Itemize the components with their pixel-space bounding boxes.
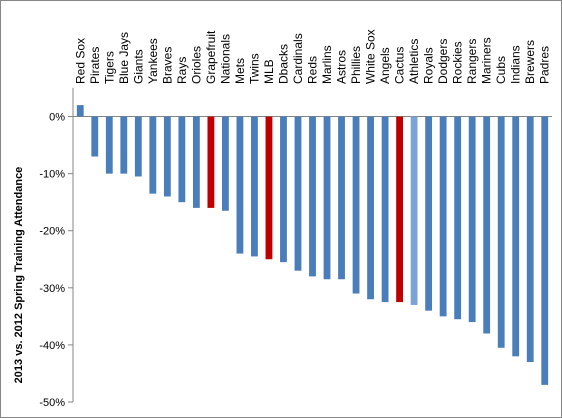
category-label: Orioles xyxy=(189,46,203,84)
category-label: Mariners xyxy=(480,37,494,84)
bar-yankees xyxy=(149,116,157,194)
bar-dbacks xyxy=(280,116,287,263)
y-tick-label: 0% xyxy=(49,112,65,124)
y-tick-label: -30% xyxy=(39,283,65,295)
bar-rockies xyxy=(454,116,462,320)
bar-royals xyxy=(425,116,433,311)
bar-twins xyxy=(251,116,258,257)
category-label: Dodgers xyxy=(436,39,450,84)
bar-white-sox xyxy=(367,116,374,300)
category-label: Yankees xyxy=(146,38,160,84)
category-label: Royals xyxy=(422,47,436,84)
bar-mariners xyxy=(483,116,491,334)
bar-cubs xyxy=(497,116,505,348)
bar-reds xyxy=(309,116,316,277)
bar-nationals xyxy=(221,116,229,211)
bar-cardinals xyxy=(294,116,302,271)
bar-cactus xyxy=(396,116,404,303)
category-label: Indians xyxy=(509,45,523,84)
category-label: Padres xyxy=(538,46,552,84)
category-label: Red Sox xyxy=(73,38,87,84)
bar-blue-jays xyxy=(120,116,128,174)
bar-athletics xyxy=(410,116,418,305)
category-label: Astros xyxy=(335,50,349,84)
category-label: White Sox xyxy=(364,29,378,84)
bar-red-sox xyxy=(76,105,84,117)
bar-pirates xyxy=(91,116,99,157)
category-label: Braves xyxy=(160,47,174,84)
category-label: Pirates xyxy=(88,47,102,84)
category-label: Marlins xyxy=(320,45,334,84)
bar-indians xyxy=(512,116,520,357)
bar-mets xyxy=(236,116,244,254)
category-label: Brewers xyxy=(523,40,537,84)
category-label: Angels xyxy=(378,47,392,84)
bar-tigers xyxy=(105,116,113,174)
category-label: Rangers xyxy=(465,39,479,84)
bar-angels xyxy=(381,116,389,303)
category-label: Dbacks xyxy=(276,44,290,84)
y-tick-label: -20% xyxy=(39,226,65,238)
bar-padres xyxy=(541,116,549,385)
category-label: Athletics xyxy=(407,39,421,84)
y-tick-label: -10% xyxy=(39,169,65,181)
bar-marlins xyxy=(323,116,331,280)
category-label: Twins xyxy=(247,53,261,84)
category-label: Cubs xyxy=(494,56,508,84)
y-tick-label: -50% xyxy=(39,397,65,409)
bar-phillies xyxy=(352,116,360,294)
category-label: Mets xyxy=(233,58,247,84)
category-label: Blue Jays xyxy=(117,32,131,84)
bar-rangers xyxy=(468,116,476,323)
category-label: Giants xyxy=(131,49,145,84)
category-label: Tigers xyxy=(102,51,116,84)
category-label: Cactus xyxy=(393,47,407,84)
bar-astros xyxy=(338,116,345,280)
bar-braves xyxy=(163,116,171,197)
y-axis-title: 2013 vs. 2012 Spring Training Attendance xyxy=(13,167,25,384)
bar-rays xyxy=(178,116,186,203)
category-label: Nationals xyxy=(218,34,232,84)
bar-dodgers xyxy=(439,116,447,317)
y-tick-label: -40% xyxy=(39,340,65,352)
bar-brewers xyxy=(526,116,534,363)
category-label: Grapefruit xyxy=(204,30,218,84)
category-label: Cardinals xyxy=(291,33,305,84)
category-label: Phillies xyxy=(349,46,363,84)
bar-grapefruit xyxy=(207,116,215,208)
bar-mlb xyxy=(265,116,273,260)
bar-orioles xyxy=(192,116,200,208)
bar-giants xyxy=(134,116,142,177)
category-label: Reds xyxy=(306,56,320,84)
category-label: Rockies xyxy=(451,41,465,84)
category-label: MLB xyxy=(262,59,276,84)
category-label: Rays xyxy=(175,57,189,84)
